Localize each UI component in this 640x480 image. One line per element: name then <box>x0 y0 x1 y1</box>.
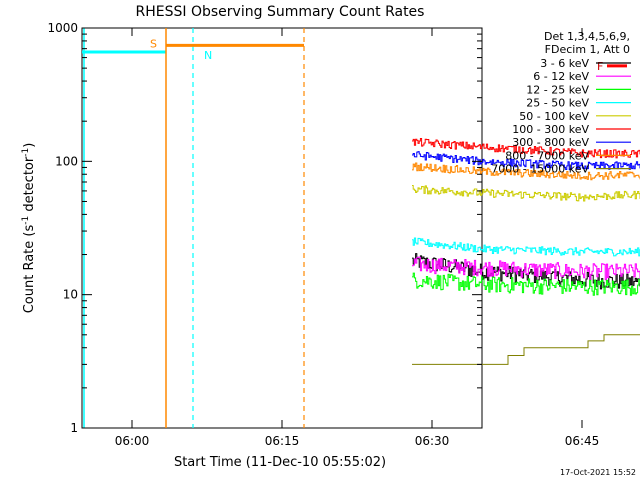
annotation-s: S <box>150 37 157 50</box>
legend-label: 25 - 50 keV <box>526 97 589 110</box>
legend-label: 50 - 100 keV <box>519 110 589 123</box>
legend-label: 300 - 800 keV <box>512 136 589 149</box>
series-line <box>412 151 640 171</box>
legend-label: 800 - 7000 keV <box>505 149 589 162</box>
x-tick-label: 06:45 <box>565 434 600 448</box>
series-line <box>412 237 640 257</box>
y-tick-label: 10 <box>63 288 78 302</box>
annotation-f: F <box>597 60 603 73</box>
legend-label: 6 - 12 keV <box>533 70 589 83</box>
legend: Det 1,3,4,5,6,9, FDecim 1, Att 0 3 - 6 k… <box>491 30 631 176</box>
series-line <box>412 138 640 159</box>
legend-header-line2: FDecim 1, Att 0 <box>545 43 630 56</box>
y-tick-label: 1 <box>70 421 78 435</box>
y-tick-label: 100 <box>55 154 78 168</box>
x-tick-label: 06:15 <box>265 434 300 448</box>
chart-title: RHESSI Observing Summary Count Rates <box>136 4 425 20</box>
legend-label: 3 - 6 keV <box>540 57 589 70</box>
footer-timestamp: 17-Oct-2021 15:52 <box>560 468 636 477</box>
x-axis-label: Start Time (11-Dec-10 05:55:02) <box>174 455 386 470</box>
x-tick-label: 06:30 <box>415 434 450 448</box>
legend-label: 7000 - 15000 keV <box>491 163 589 176</box>
series-line <box>412 334 640 365</box>
plot-layer: S N F <box>82 28 640 428</box>
legend-label: 12 - 25 keV <box>526 83 589 96</box>
legend-label: 100 - 300 keV <box>512 123 589 136</box>
annotation-n: N <box>204 49 212 62</box>
legend-header-line1: Det 1,3,4,5,6,9, <box>544 30 630 43</box>
x-tick-label: 06:00 <box>115 434 150 448</box>
series-line <box>412 184 640 202</box>
y-tick-label: 1000 <box>47 21 78 35</box>
y-axis-label: Count Rate (s-1 detector-1) <box>21 143 37 314</box>
series-line <box>412 162 640 181</box>
plot-frame <box>81 27 483 429</box>
series-line <box>412 272 640 296</box>
axis-layer: 06:0006:1506:3006:4507:0007:1507:3011010… <box>47 21 600 448</box>
series-line <box>412 256 640 281</box>
